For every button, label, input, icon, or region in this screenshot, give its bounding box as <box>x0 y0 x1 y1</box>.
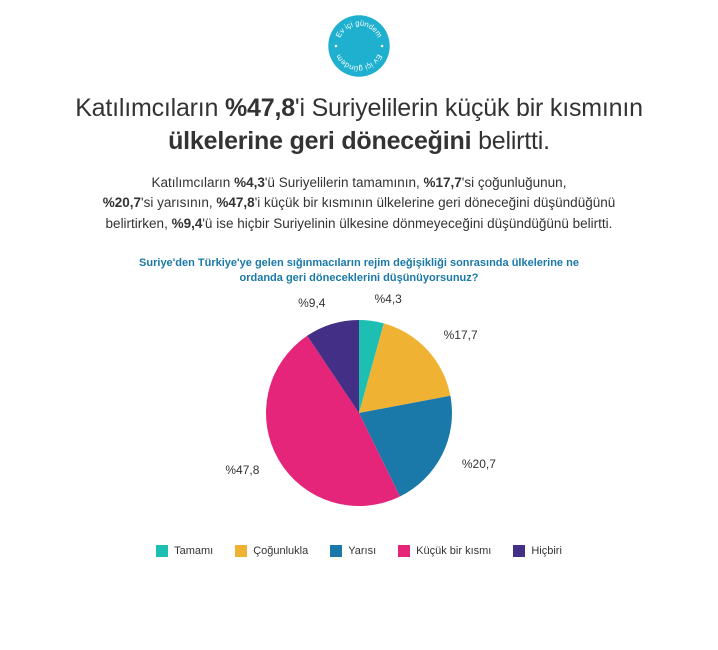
legend-label: Küçük bir kısmı <box>416 545 491 557</box>
legend-swatch <box>513 545 525 557</box>
slice-label: %4,3 <box>375 292 402 306</box>
legend-item: Küçük bir kısmı <box>398 545 491 557</box>
badge-circle: Ev içi gündem Ev içi gündem <box>327 14 391 78</box>
legend-label: Çoğunlukla <box>253 545 308 557</box>
slice-label: %9,4 <box>298 296 325 310</box>
legend-item: Hiçbiri <box>513 545 562 557</box>
legend-label: Hiçbiri <box>531 545 562 557</box>
legend: Tamamı Çoğunlukla Yarısı Küçük bir kısmı Hiç… <box>0 533 718 557</box>
legend-label: Tamamı <box>174 545 213 557</box>
legend-label: Yarısı <box>348 545 376 557</box>
legend-swatch <box>156 545 168 557</box>
chart-question: Suriye'den Türkiye'ye gelen sığınmacılar… <box>0 234 718 287</box>
subtext: Katılımcıların %4,3'ü Suriyelilerin tama… <box>0 167 718 234</box>
legend-item: Yarısı <box>330 545 376 557</box>
legend-item: Çoğunlukla <box>235 545 308 557</box>
headline: Katılımcıların %47,8'i Suriyelilerin küç… <box>0 78 718 167</box>
slice-label: %47,8 <box>225 463 259 477</box>
legend-swatch <box>398 545 410 557</box>
legend-swatch <box>330 545 342 557</box>
legend-swatch <box>235 545 247 557</box>
slice-label: %17,7 <box>444 328 478 342</box>
legend-item: Tamamı <box>156 545 213 557</box>
slice-label: %20,7 <box>462 457 496 471</box>
pie-chart: %4,3 %17,7 %20,7 %47,8 %9,4 <box>199 293 519 533</box>
